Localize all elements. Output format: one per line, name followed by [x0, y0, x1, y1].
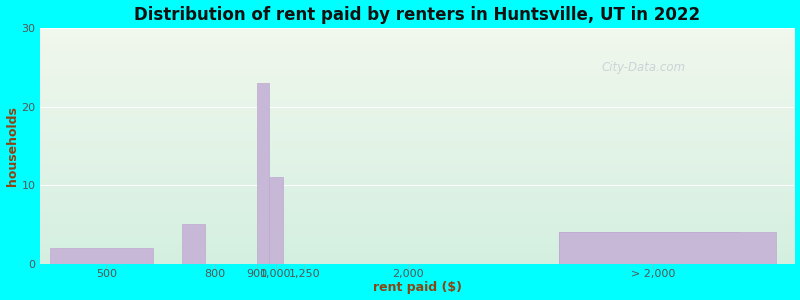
Bar [182, 224, 206, 264]
Bar [558, 232, 738, 264]
Bar [257, 83, 269, 264]
Title: Distribution of rent paid by renters in Huntsville, UT in 2022: Distribution of rent paid by renters in … [134, 6, 701, 24]
Bar [50, 248, 154, 264]
X-axis label: rent paid ($): rent paid ($) [373, 281, 462, 294]
Bar [269, 177, 283, 264]
Bar [558, 232, 775, 264]
Y-axis label: households: households [6, 106, 18, 186]
Text: City-Data.com: City-Data.com [602, 61, 686, 74]
